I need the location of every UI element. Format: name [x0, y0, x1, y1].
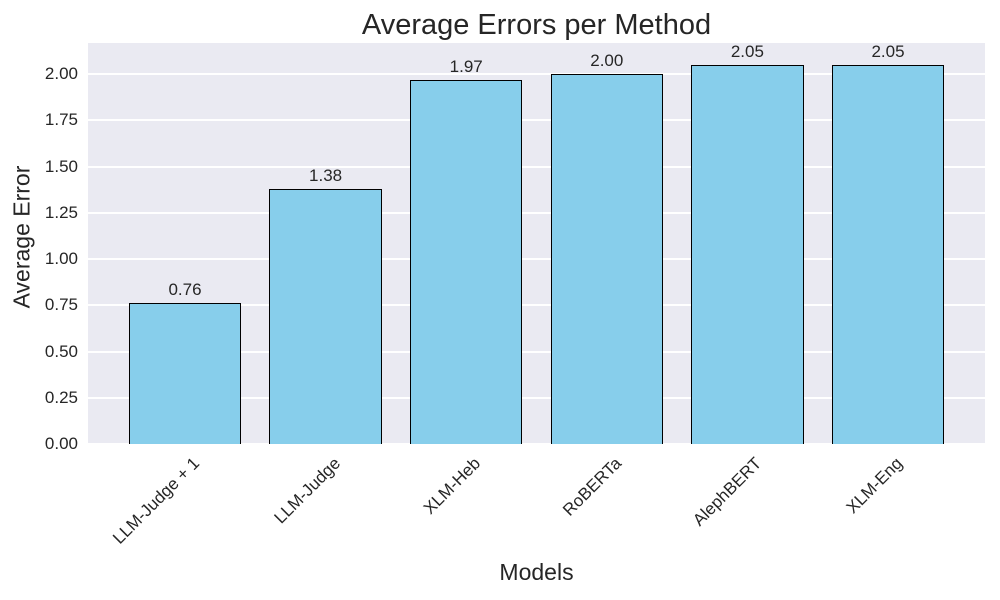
gridline [88, 73, 985, 76]
bar [128, 303, 242, 444]
chart-title: Average Errors per Method [361, 9, 712, 41]
gridline [88, 304, 985, 307]
gridline [88, 211, 985, 214]
y-tick-label: 0.25 [44, 387, 78, 407]
y-tick-label: 1.25 [44, 202, 78, 222]
bar-value-label: 2.00 [590, 51, 624, 71]
gridline [88, 443, 985, 445]
bar [550, 74, 664, 444]
gridline [88, 119, 985, 122]
gridline [88, 396, 985, 399]
y-tick-label: 1.00 [44, 249, 78, 269]
bar [691, 64, 804, 444]
bar-value-label: 2.05 [871, 41, 905, 61]
bar [409, 79, 523, 444]
y-tick-label: 1.75 [44, 110, 78, 130]
gridline [88, 350, 985, 353]
bar-value-label: 1.38 [309, 165, 343, 185]
gridline [88, 258, 985, 261]
gridline [88, 165, 985, 168]
y-tick-label: 1.50 [44, 156, 78, 176]
bar-value-label: 2.05 [730, 41, 764, 61]
y-tick-label: 2.00 [44, 64, 78, 84]
bar [269, 188, 382, 444]
y-tick-label: 0.50 [44, 341, 78, 361]
bar-value-label: 0.76 [168, 280, 202, 300]
plot-area [88, 43, 985, 445]
bar-value-label: 1.97 [449, 56, 483, 76]
bar [831, 64, 945, 444]
x-axis-label: Models [499, 559, 574, 585]
y-tick-label: 0.00 [44, 434, 78, 453]
y-axis-label: Average Error [8, 165, 35, 309]
y-tick-label: 0.75 [44, 295, 78, 315]
